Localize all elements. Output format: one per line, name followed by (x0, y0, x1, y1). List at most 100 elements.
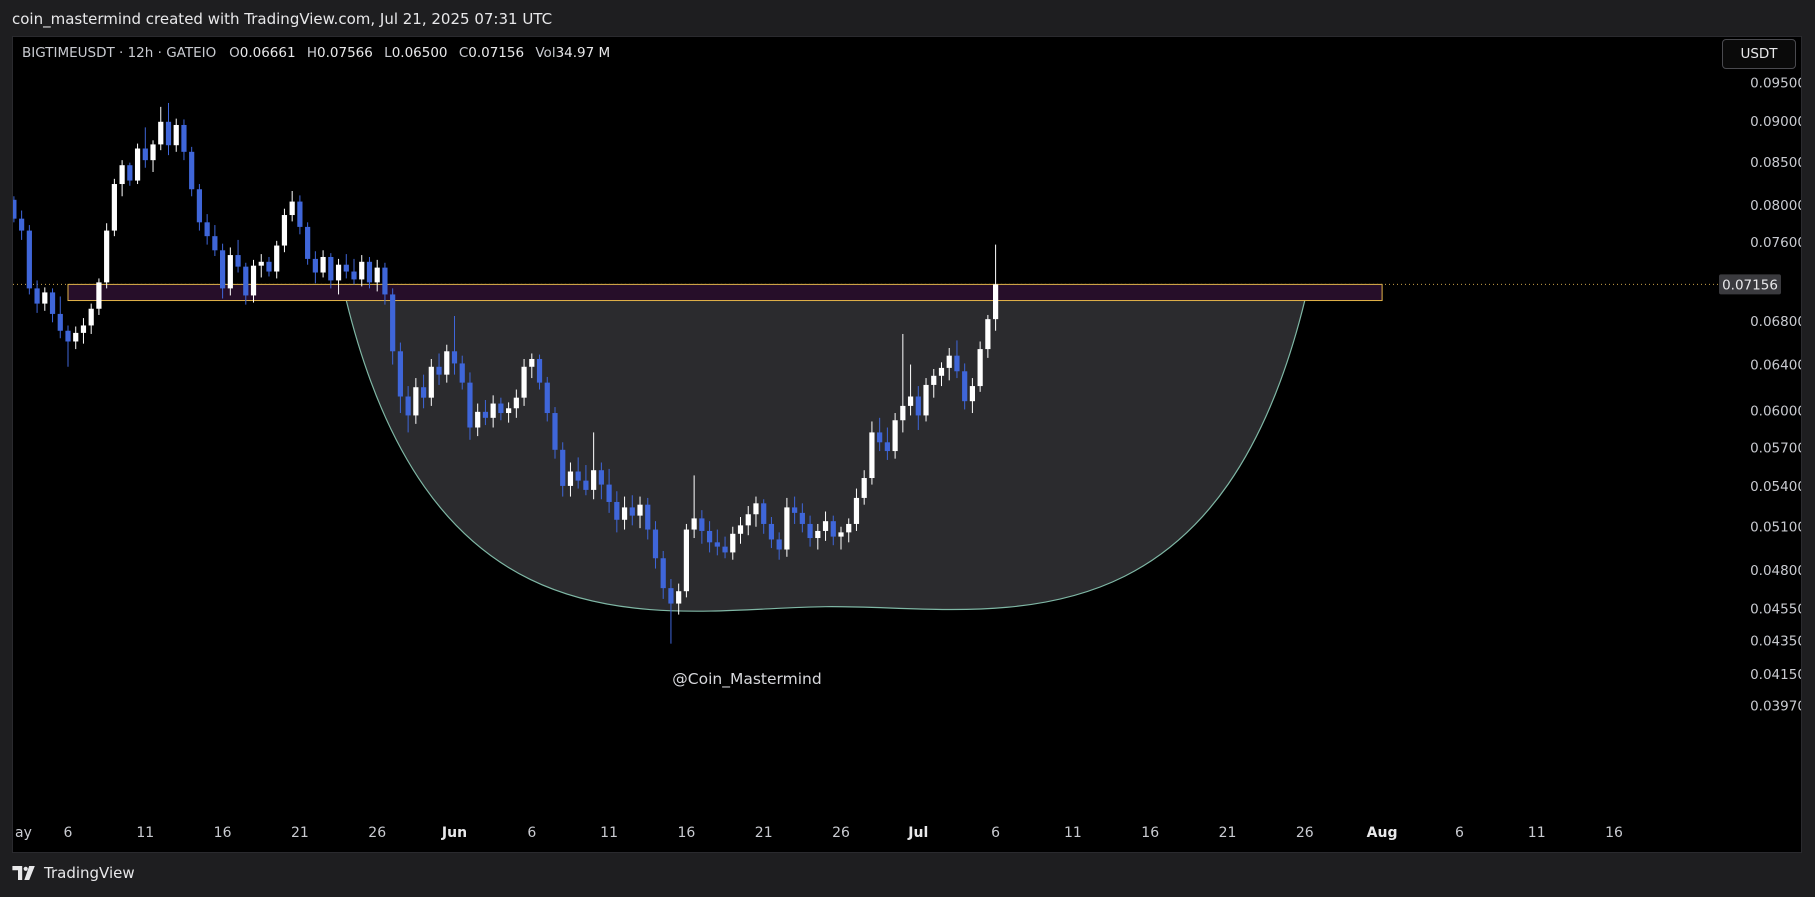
close-label: C (458, 45, 469, 61)
candle-body (382, 267, 388, 295)
candle-body (119, 165, 125, 185)
price-axis-label: 0.04350 (1750, 633, 1801, 649)
candle-body (104, 230, 110, 283)
candle-body (274, 245, 280, 272)
candle-body (134, 148, 141, 181)
candle-body (498, 403, 504, 414)
candle-body (815, 530, 821, 539)
candle-body (96, 282, 102, 309)
resistance-zone (67, 283, 1383, 302)
top-bar: coin_mastermind created with TradingView… (0, 0, 1815, 36)
candle-body (830, 521, 836, 537)
candle-body (822, 521, 829, 531)
candle-body (853, 497, 860, 524)
time-axis-label: 26 (1296, 825, 1314, 841)
time-axis-label: Jun (441, 825, 467, 841)
time-axis-label: 6 (527, 825, 536, 841)
footer-brand: TradingView (44, 864, 135, 882)
candle-body (436, 366, 442, 375)
candle-body (807, 523, 813, 539)
price-axis-label: 0.08000 (1750, 198, 1801, 214)
currency-unit-button[interactable]: USDT (1722, 39, 1796, 69)
high-value: 0.07566 (317, 45, 373, 61)
candle-body (475, 411, 481, 428)
candle-body (243, 266, 249, 296)
candle-body (150, 144, 156, 161)
candle-body (931, 375, 937, 385)
candle-body (753, 503, 759, 515)
candlestick-chart[interactable]: @Coin_Mastermind 0.09500 0.09000 0.08500 0.0… (13, 37, 1801, 852)
time-axis-label: 21 (1219, 825, 1237, 841)
candle-body (915, 396, 921, 416)
candle-body (196, 189, 203, 223)
candle-body (305, 226, 311, 259)
candle-body (900, 405, 906, 421)
candle-body (482, 411, 489, 418)
price-axis-label: 0.03970 (1750, 699, 1801, 715)
candle-body (606, 484, 612, 502)
candle-body (907, 396, 914, 406)
ohlc-legend: BIGTIMEUSDT · 12h · GATEIO O0.06661 H0.0… (22, 45, 617, 61)
candle-body (258, 261, 264, 266)
time-axis-label: ay (15, 825, 32, 841)
candle-body (637, 504, 643, 516)
candle-body (80, 325, 87, 333)
candle-body (938, 367, 945, 376)
candle-body (158, 121, 164, 145)
candle-body (923, 384, 929, 416)
time-axis-label: Aug (1367, 825, 1398, 841)
candle-body (954, 355, 960, 372)
candle-body (359, 261, 365, 280)
candle-body (676, 591, 682, 604)
candle-body (560, 449, 566, 486)
candle-body (212, 236, 218, 251)
candle-body (181, 124, 187, 152)
close-value: 0.07156 (468, 45, 525, 61)
candle-body (335, 264, 342, 281)
candle-body (745, 514, 751, 526)
price-axis-label: 0.09500 (1750, 75, 1801, 91)
candle-body (142, 148, 148, 161)
candle-body (652, 529, 659, 559)
candle-body (366, 261, 373, 283)
candle-body (567, 471, 574, 486)
time-axis-label: 16 (214, 825, 232, 841)
price-axis-label: 0.04550 (1750, 601, 1801, 617)
candle-body (235, 255, 241, 267)
time-axis-label: 21 (755, 825, 773, 841)
symbol-label[interactable]: BIGTIMEUSDT · 12h · GATEIO (22, 45, 217, 61)
high-label: H (306, 45, 318, 61)
time-axis-label: 6 (991, 825, 1000, 841)
time-axis-label: 16 (1605, 825, 1623, 841)
candle-body (575, 471, 581, 481)
candle-body (621, 507, 628, 520)
candle-body (127, 165, 133, 181)
price-axis-label: 0.06000 (1750, 404, 1801, 420)
candle-body (451, 351, 458, 364)
time-axis-label: 26 (832, 825, 850, 841)
candle-body (660, 558, 666, 589)
candle-body (792, 507, 798, 513)
chart-panel[interactable]: @Coin_Mastermind 0.09500 0.09000 0.08500 0.0… (12, 36, 1802, 853)
candle-body (250, 265, 257, 296)
candle-body (761, 503, 767, 524)
candle-body (165, 121, 172, 146)
candle-body (552, 413, 558, 450)
footer: TradingView (12, 864, 135, 882)
open-value: 0.06661 (239, 45, 296, 61)
candle-body (884, 442, 890, 452)
candle-body (88, 308, 94, 326)
candle-body (65, 330, 71, 342)
time-axis-label: 11 (1064, 825, 1082, 841)
candle-body (42, 292, 48, 304)
candle-body (536, 358, 543, 383)
candle-body (877, 432, 883, 443)
candle-body (220, 250, 226, 289)
watermark-text: @Coin_Mastermind (672, 670, 821, 689)
candle-body (598, 470, 604, 485)
candle-body (869, 432, 875, 479)
candle-body (629, 507, 635, 516)
candle-body (730, 533, 736, 553)
candle-body (591, 470, 597, 490)
candle-body (668, 588, 674, 604)
